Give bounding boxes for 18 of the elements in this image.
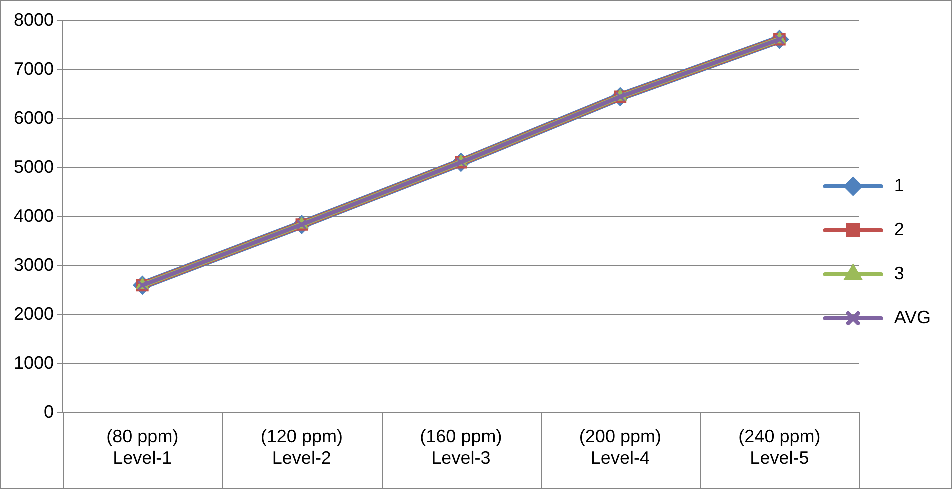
y-tick-label: 7000 (14, 58, 54, 79)
y-tick-label: 6000 (14, 108, 54, 128)
legend-label: 3 (894, 263, 904, 284)
x-tick-label: (160 ppm) Level-3 (420, 426, 502, 468)
x-tick-label: (80 ppm) Level-1 (106, 426, 179, 468)
x-tick-label: (240 ppm) Level-5 (738, 426, 821, 468)
y-tick-label: 5000 (14, 156, 54, 177)
y-tick-label: 8000 (14, 10, 54, 30)
legend-label: 2 (894, 219, 904, 240)
x-tick-label: (120 ppm) Level-2 (260, 426, 343, 468)
x-tick-label: (200 ppm) Level-4 (579, 426, 662, 468)
y-tick-label: 4000 (14, 206, 54, 226)
y-tick-label: 3000 (14, 254, 54, 275)
y-tick-label: 0 (44, 402, 54, 422)
legend-label: AVG (894, 307, 932, 328)
y-tick-label: 2000 (14, 304, 54, 324)
legend-label: 1 (894, 175, 904, 196)
y-tick-label: 1000 (14, 352, 54, 373)
